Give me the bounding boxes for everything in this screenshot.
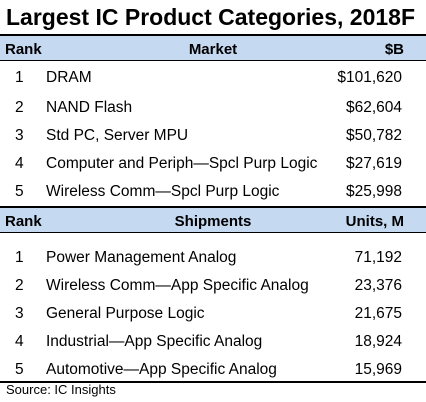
row-value: 23,376 [354, 277, 402, 294]
table-row: 2 NAND Flash $62,604 [0, 94, 426, 121]
row-name: Wireless Comm—App Specific Analog [46, 277, 309, 294]
row-value: $62,604 [345, 99, 402, 116]
table-row: 2 Wireless Comm—App Specific Analog 23,3… [0, 272, 426, 299]
row-rank: 1 [15, 69, 24, 86]
table-bottom-rule [0, 381, 426, 383]
row-name: Power Management Analog [46, 249, 237, 266]
table-row: 1 Power Management Analog 71,192 [0, 244, 426, 271]
table-row: 3 Std PC, Server MPU $50,782 [0, 122, 426, 149]
row-value: 15,969 [354, 361, 402, 378]
source-note: Source: IC Insights [6, 382, 116, 397]
row-value: 21,675 [354, 305, 402, 322]
table-row: 5 Wireless Comm—Spcl Purp Logic $25,998 [0, 178, 426, 205]
row-name: Wireless Comm—Spcl Purp Logic [46, 183, 280, 200]
row-value: $25,998 [345, 183, 402, 200]
row-rank: 4 [15, 155, 24, 172]
table-row: 3 General Purpose Logic 21,675 [0, 300, 426, 327]
row-rank: 5 [15, 183, 24, 200]
row-rank: 5 [15, 361, 24, 378]
shipments-header-row: Rank Shipments Units, M [0, 206, 426, 233]
row-value: $101,620 [337, 69, 402, 86]
row-name: Computer and Periph—Spcl Purp Logic [46, 155, 318, 172]
header-value: $B [384, 41, 404, 58]
row-name: DRAM [46, 69, 92, 86]
row-rank: 2 [15, 277, 24, 294]
row-name: General Purpose Logic [46, 305, 205, 322]
row-rank: 3 [15, 127, 24, 144]
header-rank: Rank [5, 41, 42, 58]
market-header-row: Rank Market $B [0, 34, 426, 61]
row-value: 71,192 [354, 249, 402, 266]
row-name: Std PC, Server MPU [46, 127, 189, 144]
header-units: Units, M [345, 213, 404, 230]
row-name: Automotive—App Specific Analog [46, 361, 277, 378]
header-rank: Rank [5, 213, 42, 230]
row-rank: 3 [15, 305, 24, 322]
row-name: NAND Flash [46, 99, 133, 116]
table-title: Largest IC Product Categories, 2018F [6, 4, 416, 30]
row-name: Industrial—App Specific Analog [46, 333, 263, 350]
header-shipments: Shipments [174, 213, 252, 230]
row-value: 18,924 [354, 333, 402, 350]
row-rank: 1 [15, 249, 24, 266]
row-rank: 4 [15, 333, 24, 350]
table-row: 4 Computer and Periph—Spcl Purp Logic $2… [0, 150, 426, 177]
row-rank: 2 [15, 99, 24, 116]
row-value: $50,782 [345, 127, 402, 144]
table-row: 1 DRAM $101,620 [0, 64, 426, 91]
table-row: 5 Automotive—App Specific Analog 15,969 [0, 356, 426, 383]
header-market: Market [188, 41, 238, 58]
row-value: $27,619 [345, 155, 402, 172]
table-row: 4 Industrial—App Specific Analog 18,924 [0, 328, 426, 355]
